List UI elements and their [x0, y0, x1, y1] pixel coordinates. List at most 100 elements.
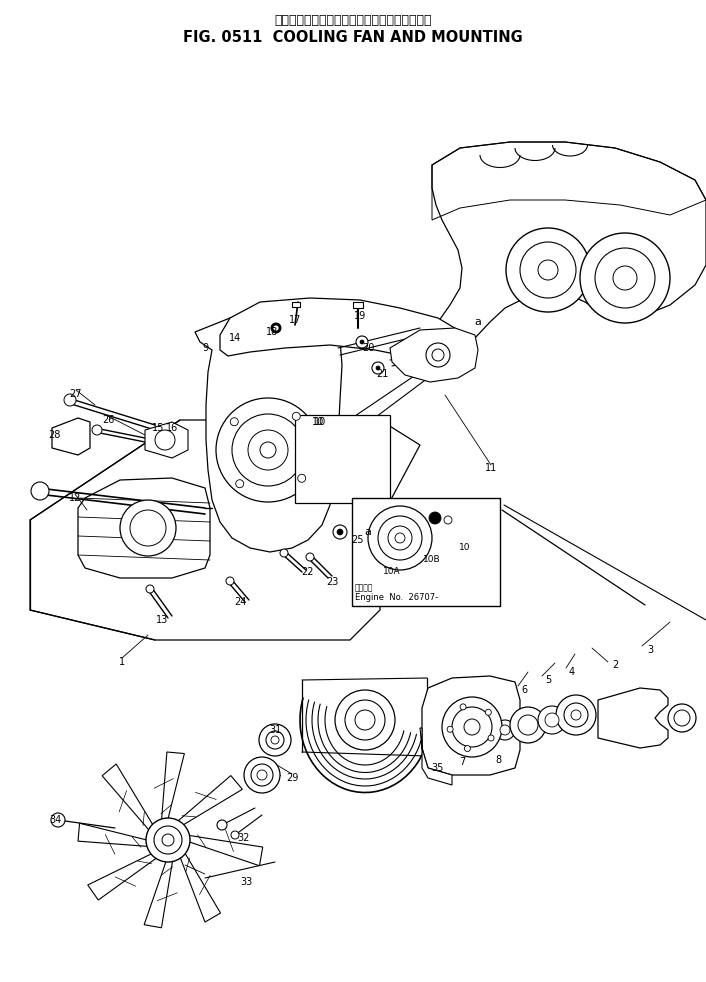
Polygon shape	[102, 764, 156, 835]
Circle shape	[120, 500, 176, 556]
Circle shape	[244, 757, 280, 793]
Text: 18: 18	[266, 327, 278, 337]
Bar	[295, 415, 390, 503]
Text: 28: 28	[48, 430, 60, 440]
Text: Engine  No.  26707-: Engine No. 26707-	[355, 593, 438, 603]
Text: 27: 27	[70, 389, 83, 399]
Circle shape	[368, 506, 432, 570]
Bar	[292, 302, 300, 307]
Circle shape	[155, 430, 175, 450]
Text: 11: 11	[485, 463, 497, 473]
Circle shape	[538, 706, 566, 734]
Circle shape	[485, 709, 491, 715]
Circle shape	[337, 529, 343, 535]
Circle shape	[217, 820, 227, 830]
Circle shape	[426, 343, 450, 367]
Circle shape	[162, 834, 174, 846]
Circle shape	[236, 479, 244, 488]
Polygon shape	[183, 835, 263, 866]
Text: 9: 9	[202, 343, 208, 353]
Circle shape	[595, 248, 655, 308]
Circle shape	[292, 412, 300, 420]
Text: 24: 24	[234, 597, 246, 607]
Text: 15: 15	[152, 423, 164, 433]
Circle shape	[495, 720, 515, 740]
Text: 3: 3	[647, 645, 653, 655]
Circle shape	[345, 700, 385, 740]
Circle shape	[335, 690, 395, 750]
Circle shape	[378, 516, 422, 560]
Circle shape	[226, 577, 234, 585]
Circle shape	[232, 414, 304, 486]
Text: 14: 14	[229, 333, 241, 343]
Circle shape	[429, 512, 441, 524]
Circle shape	[580, 233, 670, 323]
Polygon shape	[420, 728, 452, 785]
Circle shape	[273, 325, 279, 331]
Polygon shape	[78, 478, 210, 578]
Polygon shape	[174, 776, 242, 828]
Text: 31: 31	[269, 725, 281, 735]
Bar	[353, 302, 363, 308]
Circle shape	[388, 526, 412, 550]
Circle shape	[298, 474, 306, 482]
Circle shape	[154, 826, 182, 854]
Text: 19: 19	[354, 311, 366, 321]
Circle shape	[447, 727, 453, 733]
Text: 23: 23	[325, 577, 338, 587]
Circle shape	[92, 425, 102, 435]
Circle shape	[395, 533, 405, 543]
Text: 10A: 10A	[383, 568, 401, 576]
Circle shape	[613, 266, 637, 290]
Text: クーリング　ファン　および　マウンティング: クーリング ファン および マウンティング	[274, 14, 432, 27]
Text: 22: 22	[301, 567, 314, 577]
Circle shape	[251, 764, 273, 786]
Circle shape	[146, 585, 154, 593]
Text: 適用番号: 適用番号	[355, 583, 373, 592]
Circle shape	[355, 710, 375, 730]
Text: 5: 5	[545, 675, 551, 685]
Text: 21: 21	[376, 369, 388, 379]
Text: a: a	[364, 527, 371, 537]
Circle shape	[31, 482, 49, 500]
Text: 29: 29	[286, 773, 298, 783]
Polygon shape	[422, 676, 520, 775]
Text: FIG. 0511  COOLING FAN AND MOUNTING: FIG. 0511 COOLING FAN AND MOUNTING	[183, 29, 523, 44]
Polygon shape	[145, 422, 188, 458]
Circle shape	[545, 713, 559, 727]
Polygon shape	[30, 420, 420, 640]
Circle shape	[520, 242, 576, 298]
Circle shape	[216, 398, 320, 502]
Circle shape	[571, 710, 581, 720]
Circle shape	[280, 549, 288, 557]
Circle shape	[464, 719, 480, 735]
Circle shape	[556, 695, 596, 735]
Circle shape	[564, 703, 588, 727]
Circle shape	[248, 430, 288, 470]
Text: 33: 33	[240, 877, 252, 887]
Circle shape	[230, 417, 239, 426]
Circle shape	[257, 770, 267, 780]
Circle shape	[538, 260, 558, 280]
Circle shape	[488, 735, 494, 741]
Circle shape	[51, 813, 65, 827]
Text: a: a	[474, 317, 481, 327]
Circle shape	[130, 510, 166, 546]
Polygon shape	[220, 298, 462, 360]
Text: 12: 12	[68, 493, 81, 503]
Circle shape	[306, 553, 314, 561]
Circle shape	[64, 394, 76, 406]
Text: 4: 4	[569, 667, 575, 677]
Circle shape	[260, 442, 276, 458]
Polygon shape	[88, 851, 161, 900]
Circle shape	[271, 736, 279, 744]
Text: 2: 2	[612, 660, 618, 670]
Circle shape	[146, 818, 190, 862]
Polygon shape	[178, 847, 220, 922]
Circle shape	[506, 228, 590, 312]
Text: 25: 25	[352, 535, 364, 545]
Circle shape	[518, 715, 538, 735]
Circle shape	[452, 707, 492, 747]
Text: 8: 8	[495, 755, 501, 765]
Text: 10: 10	[314, 417, 326, 427]
